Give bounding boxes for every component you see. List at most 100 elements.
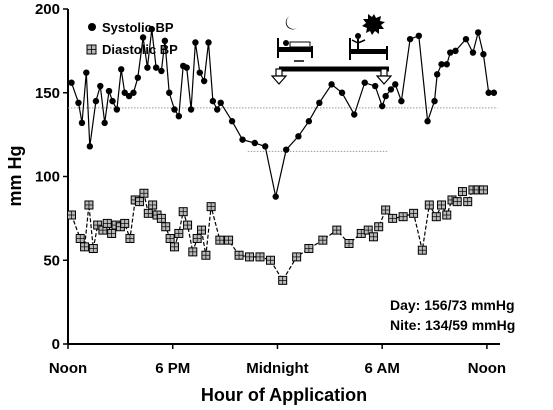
data-series xyxy=(66,25,498,285)
diastolic-point xyxy=(278,275,288,285)
moon-icon xyxy=(285,16,297,30)
x-tick-label: Midnight xyxy=(246,360,308,377)
systolic-point xyxy=(86,143,94,150)
diastolic-point xyxy=(139,188,149,198)
summary-day: Day: 156/73 mmHg xyxy=(390,297,515,313)
systolic-point xyxy=(152,64,160,71)
systolic-point xyxy=(134,74,142,81)
diastolic-point xyxy=(442,210,452,220)
systolic-point xyxy=(485,89,492,96)
diastolic-point xyxy=(188,247,198,257)
systolic-point xyxy=(387,86,395,93)
diastolic-point xyxy=(452,197,462,207)
diastolic-point xyxy=(245,252,255,262)
systolic-point xyxy=(68,79,75,86)
diastolic-point xyxy=(292,252,302,262)
diastolic-point xyxy=(463,197,473,207)
systolic-point xyxy=(382,92,389,100)
systolic-point xyxy=(175,113,183,120)
x-tick-label: Noon xyxy=(49,360,87,377)
systolic-point xyxy=(490,89,498,96)
diastolic-point xyxy=(409,208,419,218)
systolic-point xyxy=(228,118,236,125)
systolic-point xyxy=(361,79,368,86)
x-axis-ticks: Noon 6 PM Midnight 6 AM Noon xyxy=(49,344,506,377)
diastolic-point xyxy=(206,202,216,212)
x-axis-label: Hour of Application xyxy=(201,385,367,405)
systolic-point xyxy=(406,35,414,43)
diastolic-point xyxy=(125,233,135,243)
systolic-point xyxy=(161,37,169,45)
systolic-point xyxy=(328,81,335,88)
systolic-point xyxy=(392,81,399,88)
systolic-point xyxy=(92,97,100,105)
systolic-point xyxy=(209,97,217,105)
systolic-point xyxy=(171,106,178,113)
systolic-point xyxy=(187,106,195,113)
systolic-point xyxy=(295,133,302,140)
diastolic-point xyxy=(88,244,98,254)
systolic-point xyxy=(351,111,358,118)
diastolic-point xyxy=(201,250,211,260)
systolic-point xyxy=(121,89,128,96)
systolic-point xyxy=(130,89,137,96)
systolic-point xyxy=(192,39,199,46)
diastolic-point xyxy=(161,222,171,232)
systolic-point xyxy=(452,47,459,55)
systolic-point xyxy=(424,118,431,125)
systolic-point xyxy=(462,35,470,43)
diastolic-point xyxy=(165,233,175,243)
diastolic-point xyxy=(424,200,434,210)
legend-systolic-label: Systolic BP xyxy=(102,20,174,35)
summary-nite: Nite: 134/59 mmHg xyxy=(390,317,515,333)
diastolic-point xyxy=(174,228,184,238)
systolic-point xyxy=(200,77,208,85)
sleeping-person-icon xyxy=(277,38,313,62)
systolic-point xyxy=(262,143,269,150)
systolic-point xyxy=(109,97,116,105)
diastolic-point xyxy=(169,242,179,252)
legend-systolic-marker xyxy=(88,23,96,31)
diastolic-point xyxy=(431,212,441,222)
systolic-point xyxy=(166,89,173,96)
diastolic-point xyxy=(197,225,207,235)
systolic-point xyxy=(469,49,477,56)
systolic-point xyxy=(431,97,438,105)
diastolic-point xyxy=(457,187,467,197)
legend: Systolic BP Diastolic BP xyxy=(86,20,178,57)
systolic-point xyxy=(433,71,441,78)
diastolic-point xyxy=(102,218,112,228)
diastolic-point xyxy=(368,232,378,242)
legend-diastolic-marker xyxy=(86,44,97,55)
systolic-point xyxy=(480,51,487,58)
systolic-point xyxy=(305,118,313,125)
y-tick-label: 0 xyxy=(52,336,60,353)
diastolic-point xyxy=(234,250,244,260)
systolic-point xyxy=(83,69,90,76)
systolic-point xyxy=(338,89,346,96)
waking-person-icon xyxy=(349,33,388,60)
diastolic-point xyxy=(318,235,328,245)
systolic-point xyxy=(97,82,104,90)
series-systolic-bp xyxy=(68,25,498,200)
systolic-point xyxy=(78,119,86,127)
systolic-point xyxy=(398,97,405,105)
plot-frame xyxy=(67,9,500,345)
x-tick-label: 6 AM xyxy=(365,360,400,377)
systolic-point xyxy=(282,146,290,153)
systolic-point xyxy=(183,64,190,71)
systolic-point xyxy=(316,99,323,107)
systolic-point xyxy=(217,99,224,107)
systolic-point xyxy=(144,64,151,71)
systolic-point xyxy=(378,102,386,110)
diastolic-point xyxy=(224,235,234,245)
reference-lines xyxy=(68,107,498,152)
systolic-point xyxy=(214,106,221,113)
systolic-point xyxy=(438,61,445,68)
systolic-point xyxy=(75,99,82,107)
diastolic-point xyxy=(478,185,488,195)
diastolic-point xyxy=(75,233,85,243)
diastolic-point xyxy=(437,200,447,210)
legend-diastolic-label: Diastolic BP xyxy=(102,42,178,57)
diastolic-point xyxy=(80,242,90,252)
